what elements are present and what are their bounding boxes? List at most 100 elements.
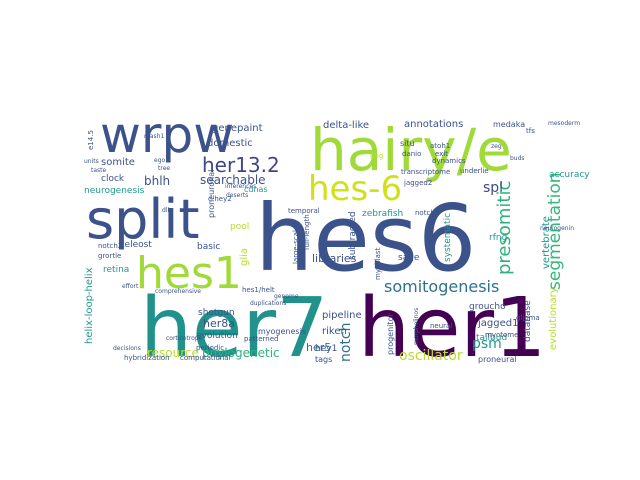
word: delta-like <box>323 120 369 131</box>
word: duplications <box>250 300 286 307</box>
word: tree <box>158 165 170 172</box>
word: her5 <box>306 341 331 354</box>
word: temporal <box>288 207 320 215</box>
word: comprehensive <box>155 288 201 295</box>
word: searchable <box>200 173 266 187</box>
word: genome <box>274 293 299 300</box>
word: her7 <box>140 281 328 376</box>
word: libraries <box>312 252 357 265</box>
word: tags <box>315 355 332 364</box>
word: hairy/e <box>310 116 512 184</box>
word: dynamics <box>432 157 466 165</box>
word: evolution <box>196 331 238 341</box>
word: groucho <box>469 302 506 312</box>
word: patterned <box>244 335 278 343</box>
word: wrpw <box>100 106 234 164</box>
word: decisions <box>113 345 141 352</box>
word: mash1 <box>144 133 164 140</box>
word: somite <box>101 157 135 168</box>
word: phylogenetic <box>202 346 280 360</box>
word: neural <box>430 322 452 330</box>
word: e14.5 <box>87 130 95 150</box>
word: helix-loop-helix <box>84 267 95 344</box>
word: notch2 <box>98 242 122 250</box>
word: somitogenesis <box>384 277 499 296</box>
word: domestic <box>207 138 253 149</box>
word: ego <box>154 157 166 164</box>
word: annotations <box>404 119 463 130</box>
word: periodic <box>196 344 224 352</box>
word: psm <box>472 336 502 352</box>
word: notch1 <box>415 209 439 217</box>
word: pool <box>230 222 249 232</box>
word: zebrafish <box>362 209 403 219</box>
word: oscillator <box>399 348 463 364</box>
word: tfs <box>526 127 535 135</box>
word: transcriptome <box>401 168 450 176</box>
word: shotgun <box>198 308 235 318</box>
word: myotome <box>485 331 518 339</box>
word: jagged2 <box>403 179 432 187</box>
word: vertebrate <box>541 216 552 269</box>
word: myoblast <box>374 247 382 280</box>
word: dll <box>162 207 169 214</box>
word: rfng <box>489 233 507 243</box>
word: hey1 <box>315 344 337 354</box>
word: proneuronal <box>207 170 216 218</box>
word: split <box>86 188 200 251</box>
word: effort <box>122 283 139 290</box>
word: presomitic <box>494 181 515 275</box>
word: inferences <box>225 183 256 190</box>
word: buds <box>510 155 525 162</box>
word: full-length <box>303 214 311 250</box>
word: proneural <box>478 355 517 364</box>
word: cdnas <box>244 185 268 194</box>
word: spl <box>483 180 503 196</box>
word: sage <box>398 253 420 263</box>
word: her8a <box>203 317 235 330</box>
word: large-scale <box>292 226 300 264</box>
word: atoh1 <box>430 142 450 150</box>
word: genepaint <box>212 123 263 134</box>
word: systematic <box>443 213 453 262</box>
word: bhlh <box>144 174 170 188</box>
word: grortle <box>98 252 121 260</box>
word: evolutionary <box>548 287 559 350</box>
word: resource <box>147 346 199 360</box>
word: computational <box>180 354 231 362</box>
word: morpholinos <box>413 308 420 345</box>
word: segmentation <box>545 172 565 290</box>
word: zeg <box>491 143 502 150</box>
word: riken <box>322 326 347 337</box>
word: myogenesis <box>258 327 306 336</box>
word: progenitor <box>386 313 395 355</box>
word: lfng <box>370 152 383 160</box>
word: danio <box>402 150 421 158</box>
word: retina <box>103 265 129 275</box>
word: glioma <box>516 314 540 322</box>
word: notch <box>338 323 354 363</box>
word: c-hey2 <box>208 195 232 203</box>
word: accuracy <box>549 170 590 180</box>
word: hes1 <box>136 248 242 299</box>
word: her13.2 <box>202 153 280 177</box>
word: tailbud <box>476 333 507 343</box>
word: neurogenesis <box>84 186 145 196</box>
word: underlie <box>460 167 489 175</box>
word: glia <box>239 248 250 266</box>
word: units <box>84 158 99 165</box>
word: medaka <box>493 120 525 129</box>
word: deserts <box>226 192 248 199</box>
word: neurogenin <box>540 225 574 232</box>
word: mesoderm <box>548 120 580 127</box>
word: her1 <box>358 281 546 376</box>
word: taste <box>91 167 107 174</box>
word: clock <box>101 174 125 184</box>
word: situ <box>400 139 415 148</box>
word: basic <box>197 242 220 252</box>
word: hes-6 <box>308 169 402 209</box>
word: exit <box>435 150 448 158</box>
word: jagged1 <box>477 318 518 329</box>
word: hes6 <box>255 185 476 292</box>
